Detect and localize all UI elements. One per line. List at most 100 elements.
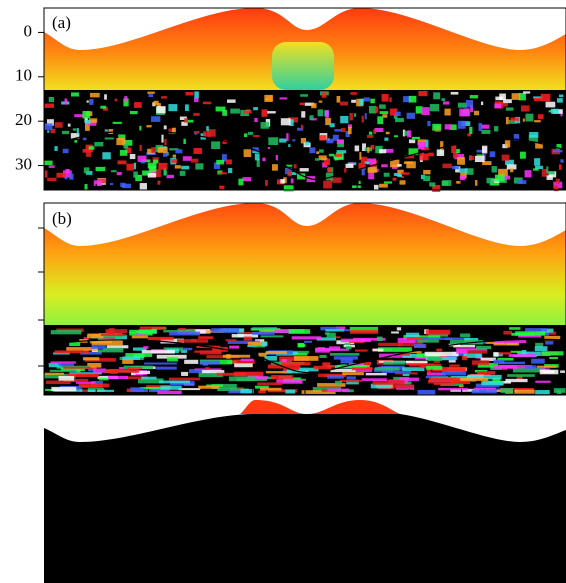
noise-cell: [244, 133, 248, 138]
noise-cell: [91, 344, 106, 349]
noise-cell: [89, 118, 98, 123]
noise-cell: [175, 149, 183, 154]
noise-cell: [411, 136, 420, 140]
noise-cell: [221, 154, 227, 162]
noise-cell: [253, 107, 258, 111]
noise-cell: [481, 124, 490, 129]
noise-cell: [71, 92, 79, 97]
noise-cell: [552, 150, 563, 153]
noise-cell: [136, 370, 151, 374]
noise-cell: [142, 170, 152, 176]
noise-cell: [382, 114, 388, 118]
noise-cell: [96, 349, 124, 353]
noise-cell: [206, 384, 223, 387]
noise-cell: [262, 157, 266, 162]
noise-cell: [139, 125, 142, 131]
noise-cell: [396, 327, 402, 331]
noise-cell: [49, 369, 78, 372]
noise-cell: [433, 366, 466, 371]
noise-cell: [227, 340, 260, 344]
noise-cell: [421, 107, 430, 116]
noise-cell: [125, 353, 153, 357]
noise-cell: [82, 357, 100, 361]
noise-cell: [480, 357, 496, 361]
noise-cell: [423, 175, 431, 182]
noise-cell: [335, 326, 346, 330]
noise-cell: [288, 329, 311, 334]
noise-cell: [84, 184, 88, 191]
noise-cell: [211, 328, 240, 333]
noise-cell: [535, 165, 543, 170]
noise-cell: [116, 137, 126, 146]
noise-cell: [182, 156, 192, 161]
noise-cell: [109, 369, 118, 374]
noise-cell: [534, 97, 543, 101]
noise-cell: [535, 380, 551, 383]
noise-cell: [211, 384, 237, 390]
noise-cell: [198, 385, 220, 389]
noise-cell: [515, 331, 546, 336]
noise-cell: [137, 155, 147, 162]
noise-cell: [510, 350, 523, 353]
noise-cell: [374, 367, 400, 371]
noise-cell: [88, 367, 96, 372]
noise-cell: [48, 165, 55, 168]
noise-cell: [345, 131, 350, 138]
noise-cell: [44, 123, 53, 130]
noise-cell: [500, 388, 514, 393]
noise-cell: [58, 376, 75, 381]
noise-cell: [304, 141, 310, 146]
noise-cell: [158, 380, 190, 384]
noise-cell: [545, 341, 554, 345]
noise-cell: [404, 131, 410, 136]
noise-cell: [452, 351, 467, 357]
noise-cell: [44, 103, 55, 108]
noise-cell: [141, 376, 157, 380]
noise-cell: [553, 388, 566, 393]
noise-cell: [46, 380, 71, 385]
noise-cell: [339, 101, 349, 106]
noise-cell: [346, 376, 356, 380]
noise-cell: [118, 134, 126, 140]
noise-cell: [428, 152, 434, 157]
noise-cell: [146, 125, 152, 128]
noise-cell: [442, 101, 450, 105]
noise-cell: [84, 358, 116, 362]
noise-cell: [69, 378, 89, 382]
noise-cell: [316, 151, 320, 155]
noise-cell: [203, 131, 211, 137]
noise-cell: [100, 105, 107, 109]
noise-cell: [525, 113, 534, 122]
noise-cell: [66, 373, 99, 378]
noise-cell: [424, 139, 429, 148]
panel-a: (a): [43, 7, 566, 193]
noise-cell: [301, 390, 336, 394]
noise-cell: [436, 149, 445, 157]
noise-cell: [364, 161, 370, 164]
noise-cell: [456, 348, 488, 351]
noise-cell: [287, 172, 297, 176]
noise-cell: [378, 342, 403, 346]
noise-cell: [513, 134, 520, 141]
noise-cell: [481, 129, 491, 134]
noise-cell: [372, 380, 405, 385]
noise-cell: [58, 363, 74, 367]
noise-cell: [215, 106, 226, 112]
noise-cell: [291, 336, 322, 340]
noise-cell: [381, 93, 389, 102]
noise-cell: [181, 121, 188, 126]
noise-cell: [531, 358, 545, 364]
noise-cell: [174, 165, 181, 169]
noise-cell: [556, 144, 562, 150]
noise-cell: [163, 125, 167, 130]
noise-cell: [397, 337, 416, 343]
noise-cell: [267, 389, 298, 393]
noise-cell: [361, 378, 387, 381]
noise-cell: [129, 329, 157, 334]
noise-cell: [148, 94, 154, 98]
noise-cell: [462, 356, 467, 361]
panel-b: (b): [38, 202, 566, 396]
noise-cell: [44, 170, 48, 178]
noise-cell: [528, 134, 538, 142]
noise-cell: [111, 170, 117, 173]
